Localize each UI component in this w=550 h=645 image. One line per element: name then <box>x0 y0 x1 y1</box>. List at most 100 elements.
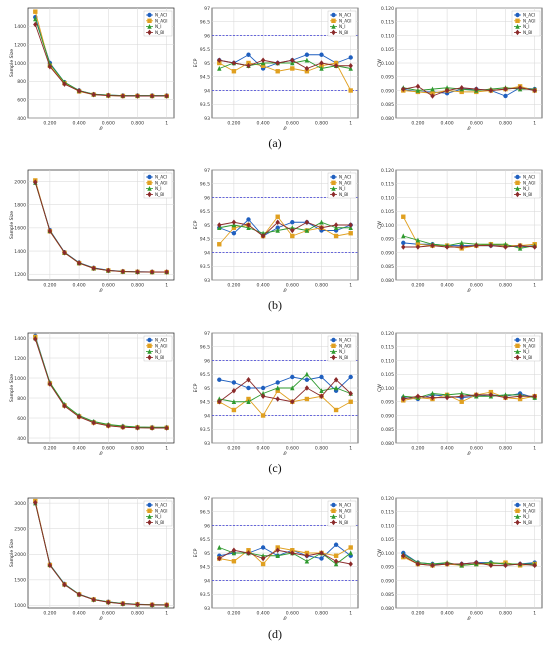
data-point <box>275 219 280 226</box>
y-axis-label: ECP <box>193 383 199 392</box>
x-tick-label: 0.200 <box>43 446 56 452</box>
y-tick-label: 94.5 <box>200 400 210 406</box>
x-tick-label: 0.400 <box>441 283 454 289</box>
x-tick-label: 0.200 <box>227 446 240 452</box>
data-point <box>333 553 339 558</box>
data-point <box>304 385 310 391</box>
y-tick-label: 0.090 <box>381 578 394 584</box>
data-point <box>401 393 406 399</box>
x-tick-label: 0.800 <box>131 446 144 452</box>
y-tick-label: 94 <box>204 578 210 584</box>
data-point <box>333 385 339 391</box>
y-tick-label: 93 <box>204 278 210 284</box>
y-tick-label: 0.105 <box>381 372 394 378</box>
data-point <box>401 86 406 92</box>
data-point <box>290 66 295 71</box>
legend-label: N_I <box>523 186 529 191</box>
data-point <box>488 562 494 569</box>
y-axis-label: ECP <box>193 548 199 557</box>
data-point <box>260 57 266 64</box>
legend-label: N_ACI <box>523 338 535 343</box>
series-2 <box>217 219 353 236</box>
legend-marker <box>331 508 336 513</box>
series-line <box>219 221 351 237</box>
data-point <box>348 390 353 397</box>
data-point <box>290 225 295 230</box>
x-tick-label: 0.200 <box>227 611 240 617</box>
x-tick-label: 0.600 <box>286 121 299 127</box>
x-tick-label: 0.800 <box>131 611 144 617</box>
data-point <box>62 81 67 87</box>
panel-d-1: 93 93.5 94 94.5 95 95.5 96 96.5 97 0.200 0.400 0.60… <box>190 494 362 625</box>
x-axis-label: ρ <box>99 616 103 621</box>
legend-label: N_I <box>339 24 345 29</box>
legend-label: N_BI <box>155 30 164 35</box>
y-tick-label: 94.5 <box>200 75 210 81</box>
data-point <box>275 69 280 74</box>
data-point <box>333 233 339 239</box>
data-point <box>401 396 406 402</box>
data-point <box>319 556 324 561</box>
legend-marker <box>147 514 152 519</box>
x-tick-label: 0.400 <box>257 283 270 289</box>
y-tick-label: 0.110 <box>381 523 394 529</box>
x-tick-label: 0.200 <box>43 283 56 289</box>
legend-label: N_ACI <box>523 503 535 508</box>
data-point <box>459 89 464 95</box>
y-tick-label: 95.5 <box>200 47 210 53</box>
data-point <box>231 380 237 385</box>
series-line <box>219 390 351 417</box>
line-chart-b-2: 0.080 0.085 0.090 0.095 0.100 0.105 0.110 0.115… <box>377 168 543 294</box>
legend-marker <box>147 508 152 513</box>
legend-label: N_AGI <box>523 18 536 23</box>
legend-marker <box>515 29 520 36</box>
data-point <box>217 398 222 405</box>
panel-c-2: 0.080 0.085 0.090 0.095 0.100 0.105 0.110 0.115… <box>374 329 546 460</box>
y-tick-label: 95 <box>204 551 210 557</box>
y-tick-label: 0.090 <box>381 88 394 94</box>
y-tick-label: 97 <box>204 168 210 174</box>
x-tick-label: 1 <box>533 446 536 452</box>
data-point <box>164 425 169 431</box>
data-point <box>488 87 494 94</box>
data-point <box>415 83 421 90</box>
legend-label: N_AGI <box>339 18 352 23</box>
legend-label: N_AGI <box>155 18 168 23</box>
legend-marker <box>147 24 152 29</box>
x-tick-label: 0.400 <box>257 611 270 617</box>
data-point <box>217 222 222 228</box>
data-point <box>459 393 464 400</box>
data-point <box>290 220 295 225</box>
caption-c: (c) <box>268 461 282 475</box>
legend-label: N_ACI <box>155 503 167 508</box>
y-tick-label: 0.100 <box>381 386 394 392</box>
data-point <box>246 396 251 402</box>
legend-marker <box>515 349 520 354</box>
x-tick-label: 0.600 <box>470 446 483 452</box>
data-point <box>444 85 450 90</box>
legend-label: N_AGI <box>155 180 168 185</box>
legend-label: N_I <box>339 349 345 354</box>
data-point <box>260 230 266 236</box>
line-chart-b-0: 1200 1400 1600 1800 2000 0.200 0.400 0.600 0.800… <box>9 169 175 294</box>
y-tick-label: 0.105 <box>381 537 394 543</box>
data-point <box>275 214 280 219</box>
y-tick-label: 96 <box>204 523 210 529</box>
data-point <box>290 57 295 64</box>
x-tick-label: 0.800 <box>315 283 328 289</box>
data-point <box>260 413 266 418</box>
data-point <box>47 228 53 234</box>
data-point <box>275 553 280 558</box>
y-tick-label: 0.095 <box>381 75 394 81</box>
x-tick-label: 1 <box>349 446 352 452</box>
y-axis-label: Sample Size <box>9 539 15 567</box>
x-tick-label: 0.600 <box>470 283 483 289</box>
line-chart-c-2: 0.080 0.085 0.090 0.095 0.100 0.105 0.110 0.115… <box>377 331 543 457</box>
y-axis-label: Sample Size <box>9 49 15 77</box>
legend-marker <box>147 191 152 198</box>
y-tick-label: 1200 <box>14 42 26 48</box>
data-point <box>348 231 353 236</box>
y-tick-label: 95.5 <box>200 537 210 543</box>
panel-b-1: 93 93.5 94 94.5 95 95.5 96 96.5 97 0.200 0.400 0.60… <box>190 166 362 297</box>
data-point <box>246 217 251 222</box>
